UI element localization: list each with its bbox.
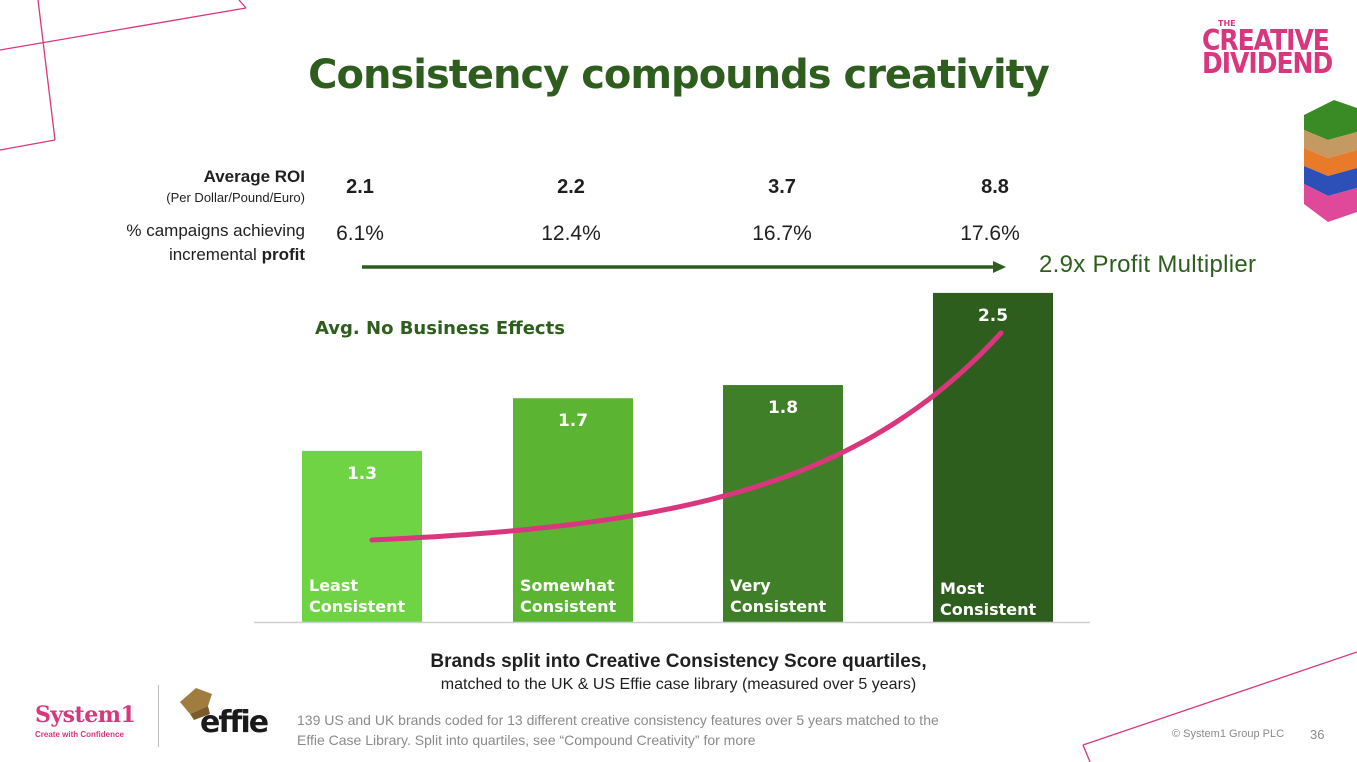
effie-wordmark: effie <box>200 705 269 740</box>
chart-annotation: Avg. No Business Effects <box>315 318 565 339</box>
trend-curve <box>369 330 1004 543</box>
footnote-line: 139 US and UK brands coded for 13 differ… <box>297 712 939 728</box>
bar-value-label: 1.3 <box>347 464 377 484</box>
creative-dividend-logo: THE CREATIVE DIVIDEND <box>1202 19 1333 81</box>
profit-row-label-bold: profit <box>261 245 305 264</box>
effie-cube-icon <box>180 688 212 720</box>
roi-value: 2.2 <box>557 176 585 198</box>
profit-multiplier-label: 2.9x Profit Multiplier <box>1039 251 1257 278</box>
profit-value: 16.7% <box>752 222 812 245</box>
system1-tagline: Create with Confidence <box>35 730 124 739</box>
page-number: 36 <box>1310 727 1325 742</box>
footnote-line: Effie Case Library. Split into quartiles… <box>297 732 756 748</box>
profit-value: 12.4% <box>541 222 601 245</box>
logo-divider <box>158 685 159 747</box>
bar-value-label: 1.7 <box>558 411 588 431</box>
roi-row-sublabel: (Per Dollar/Pound/Euro) <box>166 190 305 205</box>
category-label: Least <box>309 576 358 595</box>
profit-row-label: % campaigns achieving <box>126 221 305 240</box>
category-label: Consistent <box>309 597 406 616</box>
category-label: Most <box>940 579 984 598</box>
category-label: Consistent <box>520 597 617 616</box>
page-title: Consistency compounds creativity <box>308 52 1050 98</box>
category-label: Consistent <box>940 600 1037 619</box>
profit-value: 6.1% <box>336 222 384 245</box>
category-label: Very <box>730 576 771 595</box>
bar-value-label: 2.5 <box>978 306 1008 326</box>
category-label: Somewhat <box>520 576 615 595</box>
system1-logo: System1 Create with Confidence <box>35 702 136 739</box>
bar <box>513 398 633 622</box>
bar-value-label: 1.8 <box>768 398 798 418</box>
chart-xlabel: Brands split into Creative Consistency S… <box>430 651 927 672</box>
effie-logo: effie <box>178 684 269 740</box>
profit-value: 17.6% <box>960 222 1020 245</box>
copyright: © System1 Group PLC <box>1172 728 1285 740</box>
footnote: 139 US and UK brands coded for 13 differ… <box>297 710 1077 750</box>
badge-creative: CREATIVE <box>1202 23 1330 58</box>
category-label: Consistent <box>730 597 827 616</box>
roi-value: 8.8 <box>981 176 1009 198</box>
badge-the: THE <box>1218 19 1236 28</box>
stacked-blocks-graphic <box>1304 100 1357 222</box>
roi-value: 2.1 <box>346 176 374 198</box>
roi-row-label: Average ROI <box>203 167 305 186</box>
system1-wordmark: System1 <box>35 702 136 728</box>
chart-xlabel-sub: matched to the UK & US Effie case librar… <box>440 676 917 693</box>
roi-value: 3.7 <box>768 176 796 198</box>
profit-row-label-plain: incremental <box>168 245 262 264</box>
bar <box>723 385 843 622</box>
badge-dividend: DIVIDEND <box>1202 46 1333 81</box>
profit-row-label-line2: incremental profit <box>0 245 305 265</box>
bar <box>933 292 1053 622</box>
